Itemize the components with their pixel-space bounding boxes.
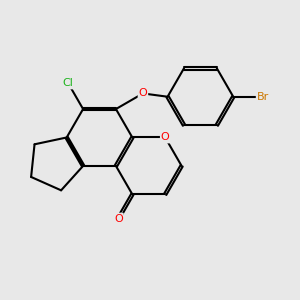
Text: O: O (114, 214, 123, 224)
Text: Br: Br (257, 92, 269, 102)
Text: O: O (161, 133, 170, 142)
Text: Cl: Cl (63, 78, 74, 88)
Text: O: O (139, 88, 147, 98)
